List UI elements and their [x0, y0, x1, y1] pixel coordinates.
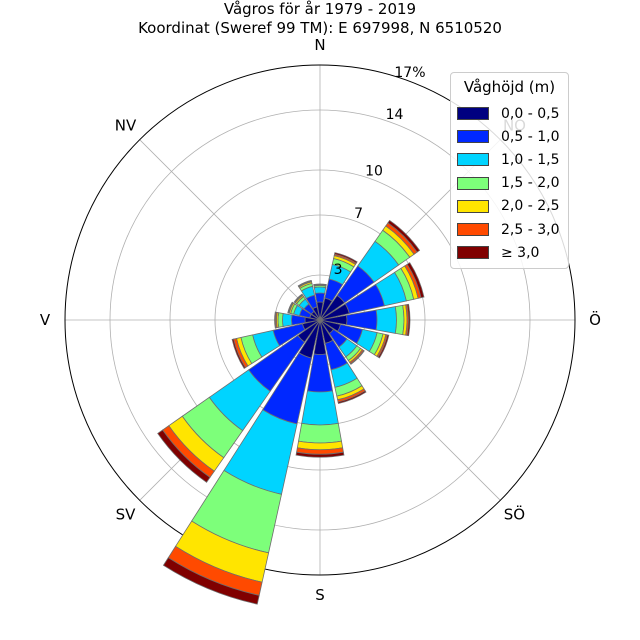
rose-bar-segment	[301, 390, 339, 426]
radial-tick-label: 14	[386, 107, 404, 123]
radial-tick-label: 10	[365, 164, 383, 180]
legend-swatch	[457, 130, 489, 144]
grid-ring	[169, 169, 471, 471]
rose-bar-segment	[277, 312, 284, 328]
legend-title: Våghöjd (m)	[463, 78, 556, 96]
rose-bars	[157, 219, 425, 605]
direction-label: S	[315, 586, 325, 604]
legend-label: 1,5 - 2,0	[501, 175, 560, 192]
radial-tick-label: 7	[354, 206, 363, 222]
rose-bar-segment	[162, 557, 260, 605]
grid-ring	[109, 109, 531, 531]
legend-swatch	[457, 176, 489, 190]
direction-label: N	[314, 36, 325, 54]
rose-bar-segment	[287, 301, 294, 314]
legend-item: 1,0 - 1,5	[457, 148, 562, 171]
rose-bar-segment	[387, 219, 421, 253]
legend-item: 0,5 - 1,0	[457, 125, 562, 148]
rose-bar-segment	[231, 338, 246, 369]
legend-label: 0,5 - 1,0	[501, 128, 560, 145]
direction-label: NV	[115, 117, 137, 135]
rose-bar-segment	[297, 279, 312, 288]
rose-bar-segment	[406, 303, 411, 337]
rose-bar-segment	[293, 293, 303, 303]
rose-bar-segment	[334, 252, 358, 264]
radial-tick-label: 17%	[394, 65, 425, 81]
direction-label: Ö	[589, 310, 601, 329]
rose-bar-segment	[314, 292, 326, 303]
legend: Våghöjd (m) 0,0 - 0,5 0,5 - 1,0 1,0 - 1,5 1…	[450, 72, 569, 269]
legend-swatch	[457, 223, 489, 237]
direction-label: SÖ	[504, 504, 525, 523]
legend-label: 2,5 - 3,0	[501, 221, 560, 238]
grid-spoke	[139, 139, 321, 321]
rose-bar-segment	[313, 286, 327, 294]
legend-item: 2,5 - 3,0	[457, 218, 562, 241]
chart-title: Vågros för år 1979 - 2019	[223, 0, 417, 18]
rose-bar-segment	[377, 334, 390, 359]
legend-item: 2,0 - 2,5	[457, 195, 562, 218]
rose-bar-segment	[394, 304, 405, 336]
rose-bar-segment	[295, 451, 345, 458]
legend-label: ≥ 3,0	[501, 244, 540, 261]
outer-ring	[64, 64, 576, 576]
legend-swatch	[457, 107, 489, 121]
direction-label: SV	[116, 505, 137, 523]
legend-item: 1,5 - 2,0	[457, 172, 562, 195]
legend-swatch	[457, 199, 489, 213]
rose-bar-segment	[406, 262, 425, 299]
legend-label: 2,0 - 2,5	[501, 198, 560, 215]
legend-label: 1,0 - 1,5	[501, 151, 560, 168]
rose-bar-segment	[375, 306, 397, 334]
direction-label: V	[40, 311, 51, 329]
legend-swatch	[457, 153, 489, 167]
rose-bar-segment	[282, 312, 293, 328]
rose-bar-segment	[274, 311, 277, 329]
rose-bar-segment	[337, 390, 367, 404]
legend-items: 0,0 - 0,5 0,5 - 1,0 1,0 - 1,5 1,5 - 2,0 2,0 …	[457, 102, 562, 264]
chart-subtitle: Koordinat (Sweref 99 TM): E 697998, N 65…	[138, 19, 502, 37]
legend-label: 0,0 - 0,5	[501, 105, 560, 122]
rose-bar-segment	[298, 422, 342, 444]
legend-item: ≥ 3,0	[457, 241, 562, 264]
radial-tick-label: 3	[334, 262, 343, 278]
rose-bar-segment	[313, 283, 327, 286]
legend-swatch	[457, 246, 489, 260]
rose-bar-segment	[349, 349, 365, 365]
rose-bar-segment	[157, 429, 211, 483]
legend-item: 0,0 - 0,5	[457, 102, 562, 125]
